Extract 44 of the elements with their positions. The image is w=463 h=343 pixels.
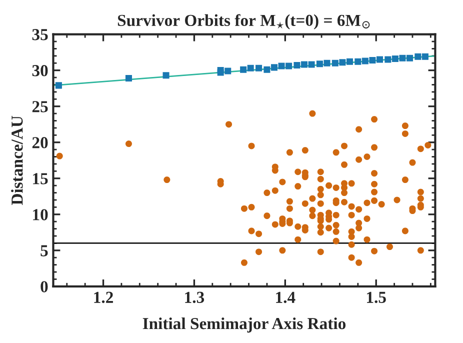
x-axis-title: Initial Semimajor Axis Ratio — [142, 317, 346, 333]
point — [286, 62, 292, 70]
point — [270, 64, 278, 71]
point — [362, 58, 368, 64]
point — [392, 56, 398, 62]
x-tick-label: 1.4 — [276, 292, 296, 304]
point — [316, 60, 323, 68]
y-axis-title: Distance/AU — [11, 116, 23, 205]
point — [406, 54, 414, 62]
y-tick-label: 20 — [32, 137, 48, 148]
chart-title: Survivor Orbits for M$_{⋆}$(t=0) = 6M$_{⊙}$ — [118, 14, 370, 30]
y-tick-label: 0 — [40, 281, 48, 292]
y-tick-label: 15 — [33, 173, 48, 184]
x-tick-label: 1.5 — [367, 292, 386, 304]
point — [308, 61, 315, 68]
point — [301, 61, 308, 68]
point — [384, 56, 392, 63]
point — [376, 56, 383, 63]
y-tick-label: 25 — [32, 101, 48, 112]
point — [332, 60, 338, 66]
point — [294, 62, 300, 69]
point — [354, 58, 362, 65]
y-tick-label: 5 — [40, 245, 48, 256]
point — [247, 64, 254, 72]
x-tick-label: 1.2 — [94, 292, 113, 304]
y-tick-label: 30 — [32, 65, 48, 76]
point — [55, 82, 62, 89]
point — [399, 54, 406, 62]
point — [339, 59, 346, 66]
point — [414, 53, 422, 60]
point — [346, 58, 353, 65]
point — [369, 56, 376, 64]
y-tick-label: 10 — [33, 209, 48, 220]
point — [162, 72, 170, 79]
point — [256, 64, 262, 72]
x-tick-label: 1.3 — [185, 292, 204, 304]
point — [278, 62, 285, 70]
point — [224, 68, 232, 74]
point — [324, 60, 330, 66]
point — [125, 74, 132, 82]
y-tick-label: 35 — [32, 29, 48, 40]
point — [422, 53, 428, 60]
point — [264, 66, 270, 73]
point — [240, 66, 247, 73]
